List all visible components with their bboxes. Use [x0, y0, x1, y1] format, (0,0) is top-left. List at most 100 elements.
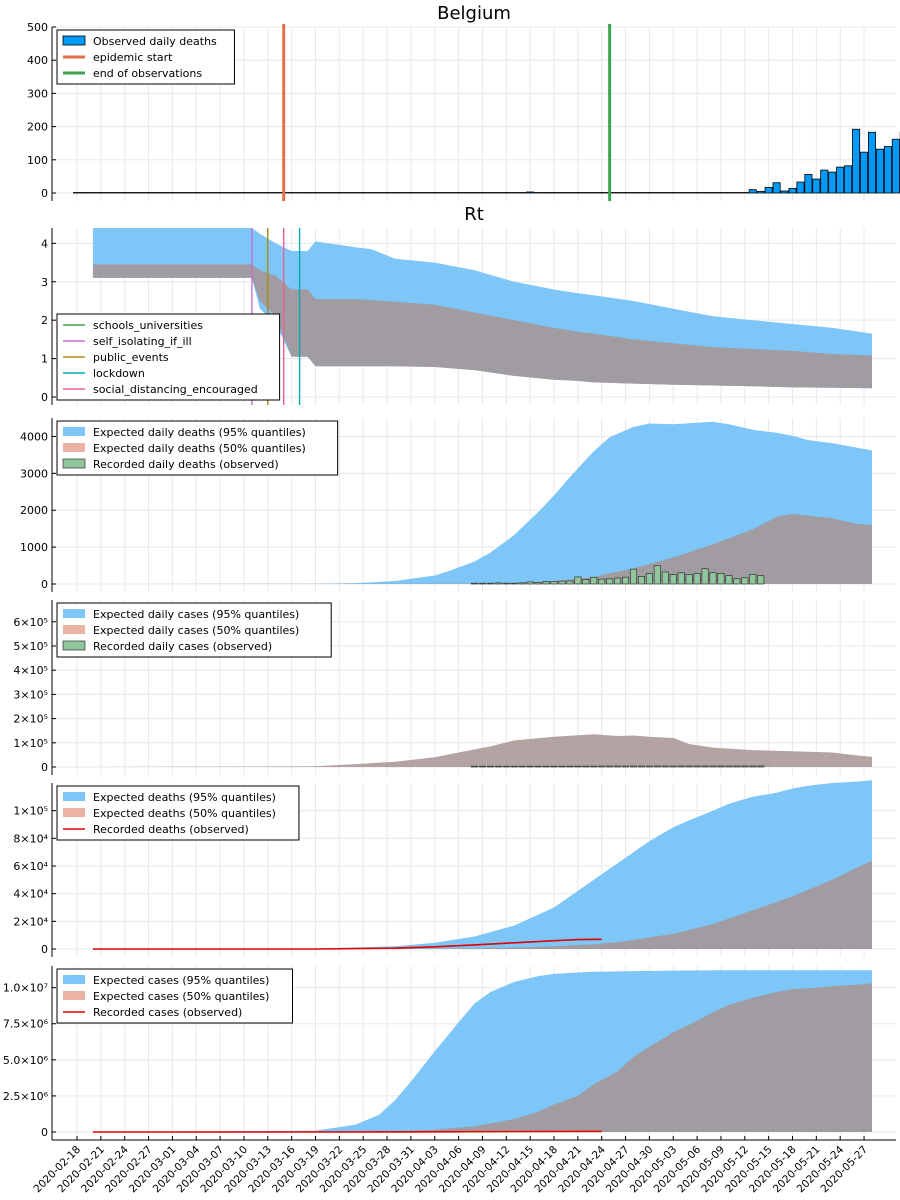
panel-0: 0 100 200 300 400 500 Belgium Observed daily de… [27, 3, 900, 201]
death-bar [438, 192, 447, 194]
death-bar [88, 192, 97, 194]
legend-label: public_events [93, 351, 169, 364]
legend-box [56, 785, 300, 841]
band-50 [92, 734, 872, 767]
legend: Observed daily deaths epidemic start end o… [56, 29, 235, 85]
recorded-bar [614, 765, 622, 768]
legend: Expected daily deaths (95% quantiles) Exp… [56, 420, 339, 476]
death-bar [383, 192, 392, 194]
death-bar [398, 192, 407, 194]
recorded-bar [621, 576, 630, 585]
death-bar [224, 192, 233, 194]
recorded-bar [685, 765, 693, 768]
recorded-bar [470, 582, 479, 585]
y-tick-label: 2000 [20, 504, 48, 517]
recorded-bar [558, 765, 566, 768]
recorded-bar [582, 765, 590, 768]
recorded-bar [486, 582, 494, 585]
recorded-bar [518, 765, 526, 768]
recorded-bar [502, 582, 510, 585]
legend-label: Expected daily deaths (50% quantiles) [93, 442, 306, 455]
legend-label: Expected deaths (50% quantiles) [93, 807, 276, 820]
recorded-bar [478, 765, 487, 768]
death-bar [446, 192, 455, 194]
death-bar [597, 192, 606, 194]
legend-label: Recorded daily cases (observed) [93, 640, 272, 653]
death-bar [661, 192, 670, 194]
death-bar [351, 192, 360, 194]
legend-box [56, 420, 339, 476]
recorded-line [92, 1130, 602, 1133]
recorded-bar [645, 573, 653, 585]
death-bar [255, 192, 264, 194]
death-bar [573, 192, 582, 194]
death-bar [669, 192, 678, 194]
recorded-bar [685, 574, 693, 585]
recorded-bar [606, 578, 614, 585]
recorded-bar [677, 765, 685, 768]
legend-label: Expected daily cases (50% quantiles) [93, 624, 299, 637]
recorded-bar [574, 765, 582, 768]
recorded-bar [653, 565, 661, 585]
y-tick-label: 500 [27, 21, 48, 34]
death-bar [430, 192, 439, 194]
panel-5: 0 2.5×10⁶ 5.0×10⁶ 7.5×10⁶ 1.0×10⁷ Expected ca… [3, 966, 896, 1140]
recorded-bar [534, 765, 542, 768]
death-bar [542, 192, 551, 194]
legend-swatch [63, 625, 85, 634]
death-bar [820, 169, 829, 194]
death-bar [550, 192, 559, 194]
legend-box [56, 968, 293, 1024]
recorded-bar [661, 765, 669, 768]
death-bar [780, 190, 789, 194]
recorded-bar [510, 582, 518, 585]
recorded-bar [725, 765, 733, 768]
recorded-bar [725, 575, 733, 585]
legend-label: end of observations [93, 67, 202, 80]
death-bar [518, 192, 527, 194]
recorded-bar [542, 765, 550, 768]
recorded-bar [733, 578, 741, 585]
death-bar [80, 192, 89, 194]
recorded-bar [717, 765, 725, 768]
y-tick-label: 100 [27, 154, 48, 167]
recorded-bar [566, 580, 574, 585]
death-bar [390, 192, 399, 194]
death-bar [510, 192, 519, 194]
band-50 [92, 860, 872, 949]
legend-label: Expected daily deaths (95% quantiles) [93, 426, 306, 439]
death-bar [160, 192, 169, 194]
recorded-bar [637, 765, 646, 768]
legend-swatch [62, 35, 86, 46]
death-bar [478, 192, 487, 194]
y-tick-label: 4×10⁴ [13, 888, 48, 901]
x-axis: 2020-02-182020-02-212020-02-242020-02-27… [31, 1136, 896, 1195]
y-tick-label: 6×10⁵ [13, 616, 48, 629]
death-bar [120, 192, 129, 194]
legend-label: Recorded cases (observed) [93, 1006, 242, 1019]
death-bar [868, 131, 877, 194]
death-bar [534, 192, 543, 194]
death-bar [136, 192, 145, 194]
death-bar [263, 192, 272, 194]
death-bar [581, 192, 590, 194]
death-bar [335, 192, 344, 194]
recorded-bar [518, 582, 526, 585]
y-tick-label: 2 [41, 314, 48, 327]
death-bar [208, 192, 217, 194]
death-bar [184, 192, 193, 194]
panel-title: Rt [464, 204, 484, 225]
recorded-bar [717, 573, 725, 585]
death-bar [589, 192, 598, 194]
y-tick-label: 0 [41, 391, 48, 404]
death-bar [629, 192, 638, 194]
y-tick-label: 3×10⁵ [13, 688, 48, 701]
death-bar [637, 192, 646, 194]
death-bar [454, 192, 463, 194]
y-tick-label: 4×10⁵ [13, 664, 48, 677]
death-bar [748, 189, 757, 194]
death-bar [852, 128, 861, 194]
y-tick-label: 8×10⁴ [13, 832, 48, 845]
death-bar [796, 181, 805, 194]
death-bar [176, 192, 185, 194]
